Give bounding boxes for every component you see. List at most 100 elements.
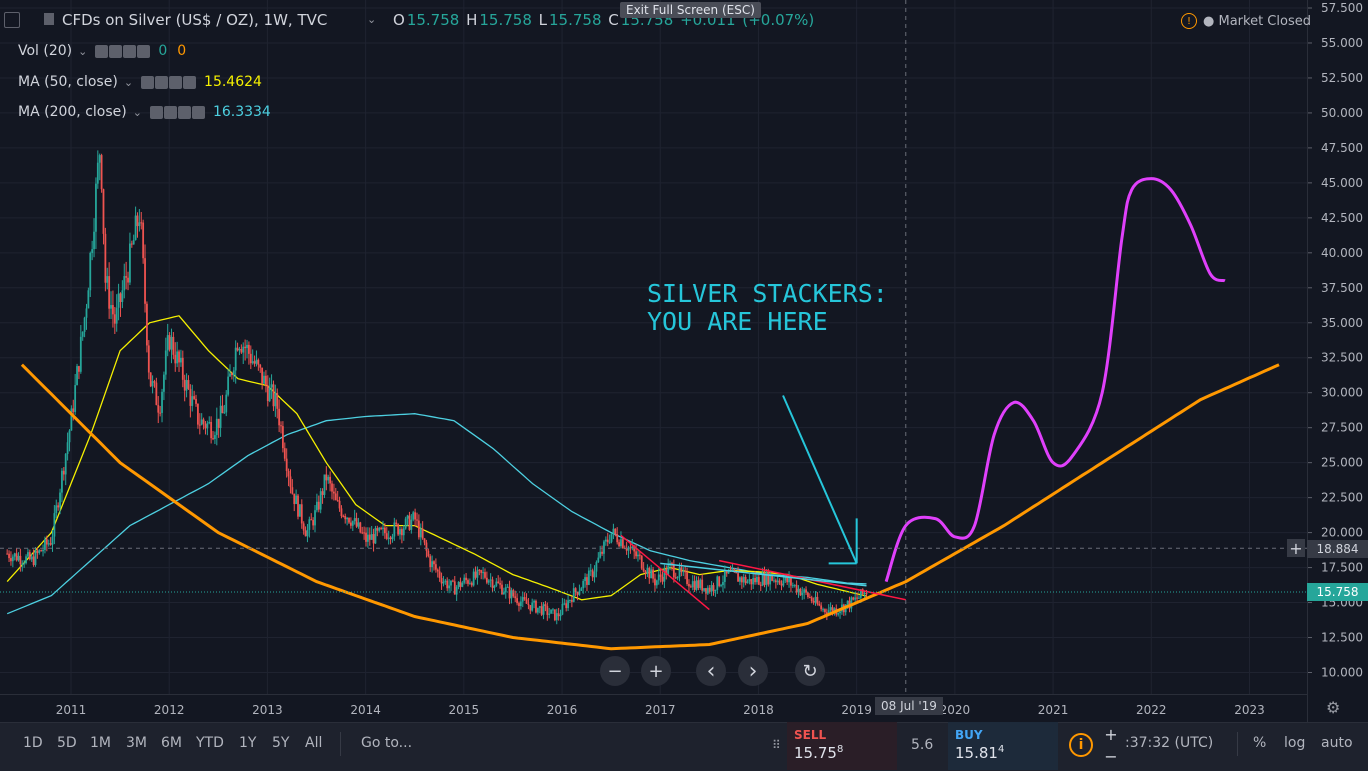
candle-body xyxy=(361,532,364,534)
percent-toggle[interactable]: % xyxy=(1253,735,1267,751)
range-6m[interactable]: 6M xyxy=(161,735,182,751)
candle-body xyxy=(824,609,826,613)
plus-icon[interactable]: + xyxy=(1104,724,1118,744)
indicator-tools xyxy=(141,75,197,89)
ma50-line xyxy=(6,315,867,601)
candle-body xyxy=(693,581,696,590)
range-ytd[interactable]: YTD xyxy=(196,735,224,751)
range-1y[interactable]: 1Y xyxy=(239,735,257,751)
candle-body xyxy=(446,580,449,589)
candle-body xyxy=(127,277,129,283)
chevron-down-icon[interactable]: ⌄ xyxy=(367,13,377,26)
candle-body xyxy=(514,596,517,599)
candle-body xyxy=(34,550,37,565)
clock-time[interactable]: :37:32 (UTC) xyxy=(1125,735,1214,751)
candle-body xyxy=(563,603,566,605)
range-5d[interactable]: 5D xyxy=(57,735,77,751)
candle-body xyxy=(765,571,768,585)
candle-body xyxy=(759,584,762,586)
log-toggle[interactable]: log xyxy=(1284,735,1306,751)
exit-fullscreen-button[interactable]: Exit Full Screen (ESC) xyxy=(620,2,761,18)
x-tick-label: 2017 xyxy=(645,703,676,717)
candle-body xyxy=(525,599,528,604)
candle-body xyxy=(232,370,235,376)
candle-body xyxy=(61,470,63,493)
candle-body xyxy=(53,513,56,537)
candle-body xyxy=(191,396,194,406)
range-1d[interactable]: 1D xyxy=(23,735,43,751)
candle-body xyxy=(419,528,422,538)
zoom-in-button[interactable]: + xyxy=(641,656,671,686)
candle-body xyxy=(506,586,509,588)
candle-body xyxy=(349,522,352,526)
candle-body xyxy=(368,534,371,540)
price-axis[interactable] xyxy=(1307,0,1368,722)
x-tick-label: 2014 xyxy=(350,703,381,717)
goto-button[interactable]: Go to... xyxy=(361,735,413,751)
candle-body xyxy=(756,577,758,583)
candle-body xyxy=(682,570,685,573)
candle-body xyxy=(572,588,575,602)
candle-body xyxy=(854,597,857,600)
drag-handle-icon[interactable]: ⠿ xyxy=(772,738,781,752)
settings-gear-icon[interactable]: ⚙ xyxy=(1326,698,1341,717)
minus-icon[interactable]: − xyxy=(1104,746,1118,766)
candle-body xyxy=(465,577,467,581)
auto-toggle[interactable]: auto xyxy=(1321,735,1353,751)
candle-body xyxy=(686,572,688,585)
candle-body xyxy=(790,577,792,586)
collapse-icon[interactable] xyxy=(4,12,20,28)
candle-body xyxy=(512,590,515,597)
candle-body xyxy=(283,448,286,459)
candle-body xyxy=(540,606,543,615)
y-tick-label: 35.000 xyxy=(1321,316,1363,330)
candle-body xyxy=(161,391,163,413)
candle-body xyxy=(79,336,82,372)
candle-body xyxy=(637,554,639,557)
trendline xyxy=(660,562,867,587)
candle-body xyxy=(612,528,615,534)
scroll-right-button[interactable]: › xyxy=(738,656,768,686)
candle-body xyxy=(6,553,9,555)
candle-body xyxy=(223,412,226,414)
candle-body xyxy=(627,547,630,551)
candle-body xyxy=(142,222,145,259)
candle-body xyxy=(36,550,39,553)
info-icon[interactable]: i xyxy=(1069,733,1093,757)
candle-body xyxy=(210,421,213,439)
candle-body xyxy=(106,276,109,283)
candle-body xyxy=(308,519,311,530)
reset-chart-button[interactable]: ↻ xyxy=(795,656,825,686)
candle-body xyxy=(727,570,730,574)
symbol-title[interactable]: CFDs on Silver (US$ / OZ), 1W, TVC xyxy=(62,11,328,29)
candle-body xyxy=(501,584,503,595)
candle-body xyxy=(261,367,264,384)
candle-body xyxy=(455,587,458,595)
range-all[interactable]: All xyxy=(305,735,323,751)
candle-body xyxy=(646,567,649,574)
scroll-left-button[interactable]: ‹ xyxy=(696,656,726,686)
range-5y[interactable]: 5Y xyxy=(272,735,290,751)
candle-body xyxy=(529,605,532,611)
range-3m[interactable]: 3M xyxy=(126,735,147,751)
sell-button[interactable]: SELL 15.758 xyxy=(787,722,897,770)
candle-body xyxy=(189,388,192,406)
warning-icon[interactable]: ! xyxy=(1181,13,1197,29)
indicator-ma200[interactable]: MA (200, close) ⌄ 16.3334 xyxy=(18,104,271,120)
candle-body xyxy=(648,567,651,579)
candle-body xyxy=(754,578,756,583)
candle-body xyxy=(846,600,849,605)
crosshair-date-tag: 08 Jul '19 xyxy=(875,697,943,715)
candle-body xyxy=(144,258,146,304)
flag-icon xyxy=(44,13,54,25)
indicator-ma50[interactable]: MA (50, close) ⌄ 15.4624 xyxy=(18,74,262,90)
candle-body xyxy=(249,353,252,364)
candle-body xyxy=(858,597,860,599)
range-1m[interactable]: 1M xyxy=(90,735,111,751)
zoom-out-button[interactable]: − xyxy=(600,656,630,686)
add-plus-icon[interactable]: + xyxy=(1287,539,1305,558)
time-axis[interactable] xyxy=(0,694,1307,723)
buy-button[interactable]: BUY 15.814 xyxy=(948,722,1058,770)
